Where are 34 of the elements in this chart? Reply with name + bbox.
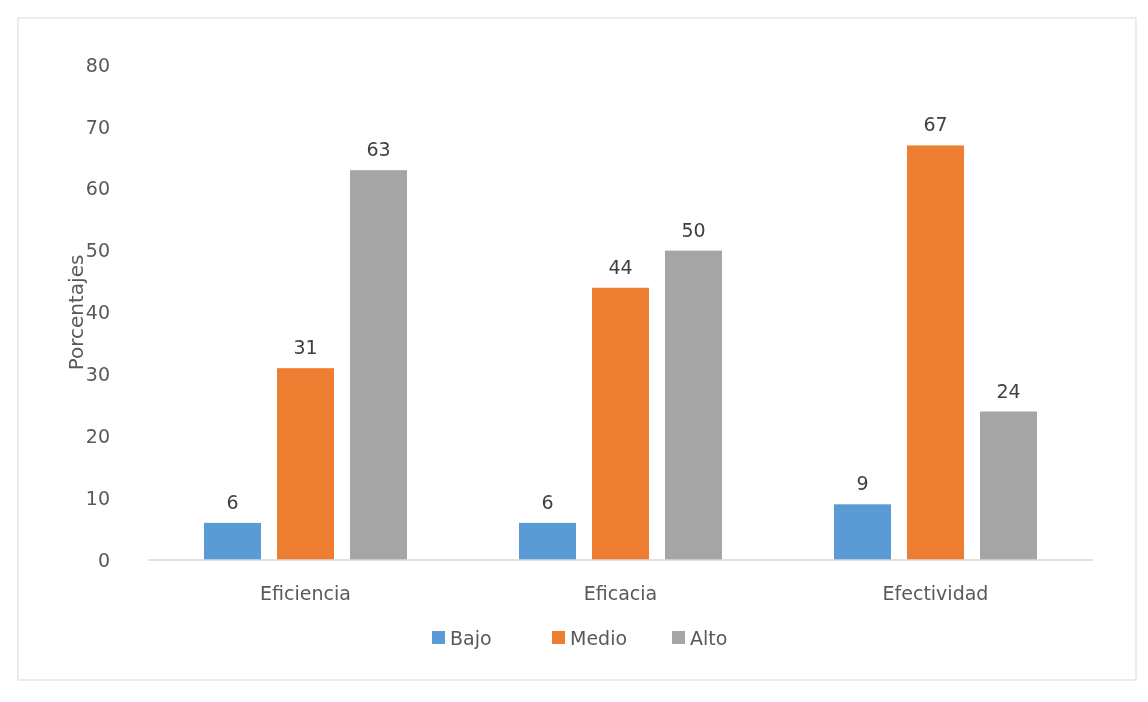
bar bbox=[350, 170, 407, 560]
data-label: 50 bbox=[681, 218, 706, 241]
data-label: 9 bbox=[856, 472, 869, 495]
y-tick-label: 20 bbox=[85, 424, 110, 447]
y-tick-label: 50 bbox=[85, 239, 110, 262]
x-tick-label: Efectividad bbox=[882, 582, 989, 604]
y-tick-label: 10 bbox=[85, 486, 110, 509]
x-tick-label: Eficiencia bbox=[260, 582, 351, 604]
data-label: 24 bbox=[996, 379, 1021, 402]
y-axis-title: Porcentajes bbox=[64, 254, 88, 371]
data-label: 44 bbox=[608, 255, 633, 278]
data-label: 67 bbox=[923, 113, 948, 136]
data-label: 31 bbox=[293, 336, 318, 359]
x-tick-label: Eficacia bbox=[583, 582, 658, 604]
data-label: 6 bbox=[226, 490, 239, 513]
y-tick-label: 70 bbox=[85, 115, 110, 138]
bar bbox=[592, 287, 649, 560]
y-tick-label: 30 bbox=[85, 363, 110, 386]
data-label: 63 bbox=[366, 138, 391, 161]
bar bbox=[277, 368, 334, 560]
y-tick-label: 0 bbox=[97, 548, 110, 571]
y-tick-label: 40 bbox=[85, 301, 110, 324]
legend-label: Alto bbox=[690, 626, 728, 649]
y-tick-label: 80 bbox=[85, 53, 110, 76]
data-label: 6 bbox=[541, 490, 554, 513]
bar bbox=[204, 522, 261, 560]
bar bbox=[834, 504, 891, 560]
bar bbox=[665, 250, 722, 560]
legend-label: Bajo bbox=[450, 626, 492, 649]
bar bbox=[907, 145, 964, 560]
bar bbox=[519, 522, 576, 560]
y-tick-label: 60 bbox=[85, 177, 110, 200]
legend-label: Medio bbox=[570, 626, 628, 649]
bar bbox=[980, 411, 1037, 560]
